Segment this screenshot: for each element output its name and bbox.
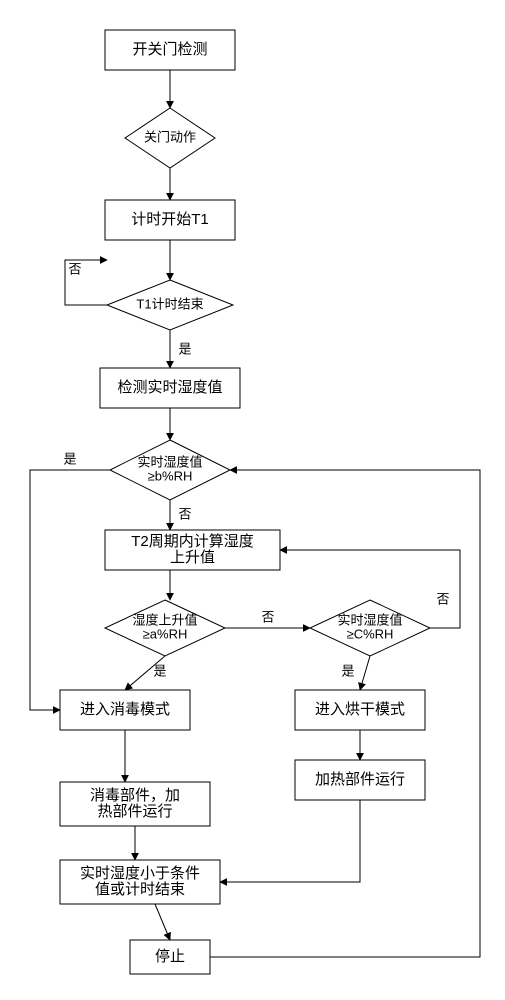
node-text: ≥b%RH	[148, 468, 193, 483]
node-text: 消毒部件，加	[90, 787, 180, 804]
node-text: 值或计时结束	[95, 881, 185, 898]
node-text: 计时开始T1	[131, 211, 209, 228]
node-text: ≥C%RH	[347, 626, 394, 641]
flow-edge	[360, 656, 370, 690]
edge-label: 是	[153, 663, 166, 678]
flow-edge	[155, 904, 170, 940]
edge-label: 否	[178, 506, 191, 521]
edge-label: 是	[63, 451, 76, 466]
node-text: 进入烘干模式	[315, 701, 405, 718]
node-text: 停止	[155, 948, 185, 965]
node-text: 实时湿度值	[137, 454, 202, 469]
node-text: 进入消毒模式	[80, 701, 170, 718]
node-text: 实时湿度值	[337, 612, 402, 627]
flow-edge	[220, 800, 360, 882]
node-text: 开关门检测	[132, 41, 207, 58]
node-text: 实时湿度小于条件	[80, 865, 200, 882]
node-text: T2周期内计算湿度	[131, 532, 254, 550]
flow-edge	[30, 470, 110, 710]
flowchart-canvas: 否是是否是否否是开关门检测关门动作计时开始T1T1计时结束检测实时湿度值实时湿度…	[0, 0, 505, 1000]
node-text: 热部件运行	[97, 803, 172, 820]
node-text: 检测实时湿度值	[117, 379, 222, 396]
node-text: T1计时结束	[136, 296, 203, 311]
node-text: 上升值	[170, 549, 215, 566]
edge-label: 否	[261, 609, 274, 624]
edge-label: 否	[436, 591, 449, 606]
edge-label: 是	[178, 341, 191, 356]
node-text: 湿度上升值	[132, 612, 197, 627]
edge-label: 是	[341, 663, 354, 678]
node-text: ≥a%RH	[143, 626, 188, 641]
node-text: 加热部件运行	[315, 771, 405, 788]
node-text: 关门动作	[144, 129, 196, 144]
edge-label: 否	[68, 261, 81, 276]
